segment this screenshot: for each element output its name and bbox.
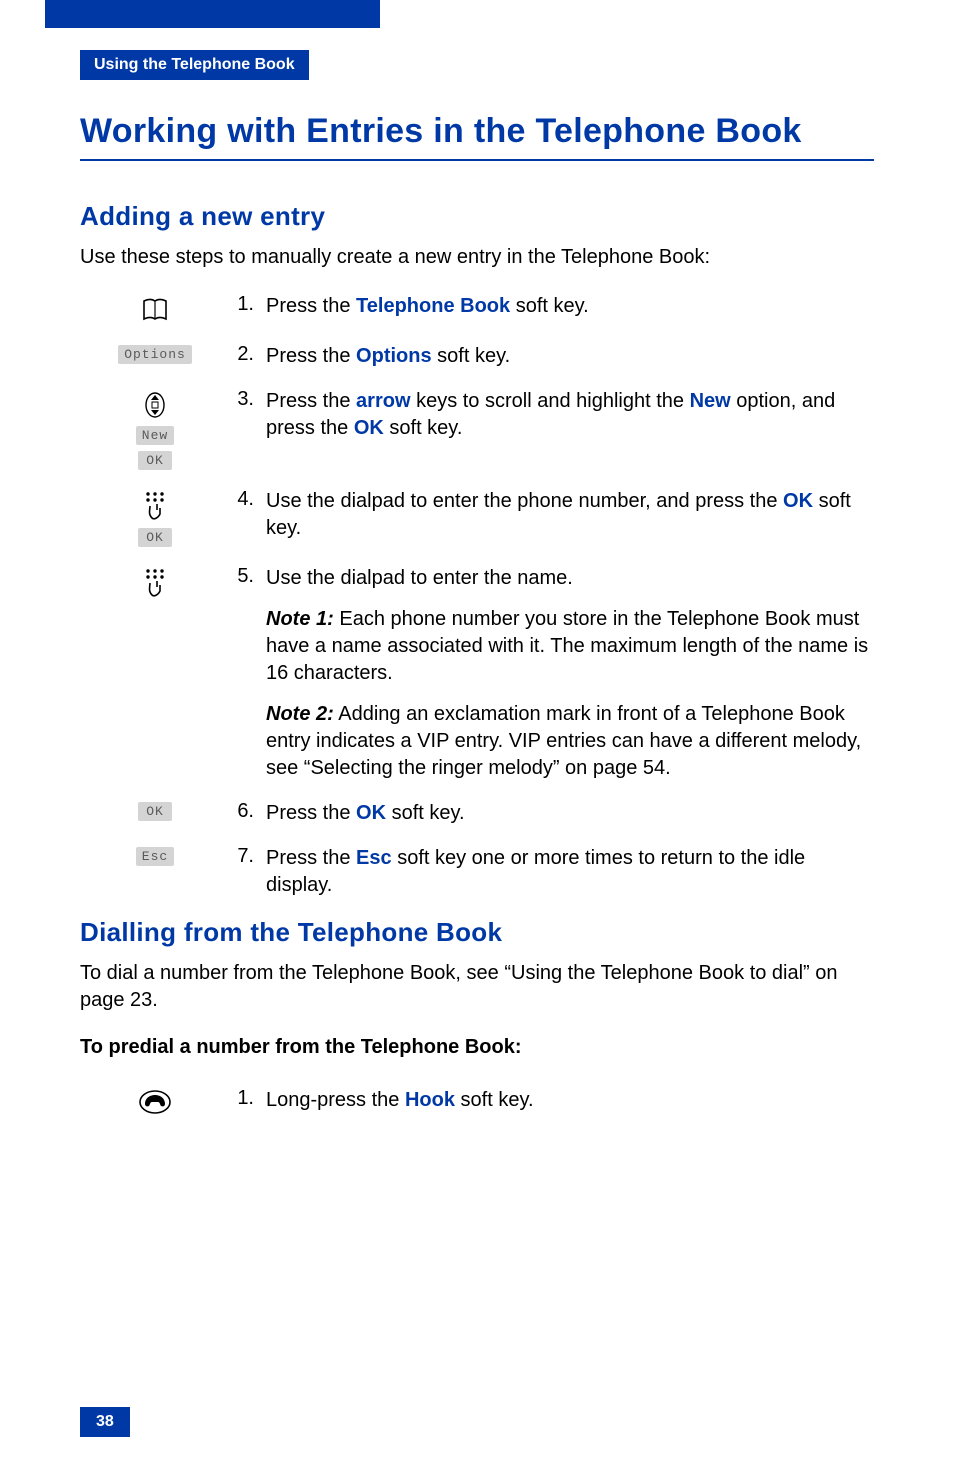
step-row: 1. Press the Telephone Book soft key.: [80, 293, 874, 325]
dialpad-icon: [142, 490, 168, 522]
step-number: 5.: [230, 565, 266, 588]
lcd-label: New: [136, 426, 174, 445]
step-text: Press the Esc soft key one or more times…: [266, 845, 874, 899]
section-tag: Using the Telephone Book: [80, 50, 309, 80]
step-icons: Options: [80, 343, 230, 364]
step-text: Press the Options soft key.: [266, 343, 874, 370]
step-icons: [80, 565, 230, 599]
step-text: Press the Telephone Book soft key.: [266, 293, 874, 320]
step-icons: [80, 1087, 230, 1115]
lcd-label: OK: [138, 802, 172, 821]
step-row: Options 2. Press the Options soft key.: [80, 343, 874, 370]
arrows-icon: [142, 390, 168, 420]
step-text: Use the dialpad to enter the phone numbe…: [266, 488, 874, 542]
lcd-label: Options: [118, 345, 192, 364]
section-heading-dial: Dialling from the Telephone Book: [80, 917, 874, 948]
dialpad-icon: [142, 567, 168, 599]
lcd-label: OK: [138, 528, 172, 547]
section-intro: Use these steps to manually create a new…: [80, 244, 874, 271]
step-number: 1.: [230, 1087, 266, 1110]
page-content: Using the Telephone Book Working with En…: [0, 0, 954, 1115]
step-row: OK 6. Press the OK soft key.: [80, 800, 874, 827]
step-number: 1.: [230, 293, 266, 316]
section-intro-2: To dial a number from the Telephone Book…: [80, 960, 874, 1014]
lcd-label: OK: [138, 451, 172, 470]
step-text: Long-press the Hook soft key.: [266, 1087, 874, 1114]
section-heading-add: Adding a new entry: [80, 201, 874, 232]
top-accent-bar: [45, 0, 380, 28]
step-row: OK 4. Use the dialpad to enter the phone…: [80, 488, 874, 547]
step-row: New OK 3. Press the arrow keys to scroll …: [80, 388, 874, 470]
book-icon: [140, 295, 170, 325]
hook-icon: [138, 1089, 172, 1115]
step-text: Use the dialpad to enter the name.Note 1…: [266, 565, 874, 782]
step-icons: Esc: [80, 845, 230, 866]
step-number: 7.: [230, 845, 266, 868]
step-row: 5. Use the dialpad to enter the name.Not…: [80, 565, 874, 782]
step-text: Press the OK soft key.: [266, 800, 874, 827]
step-icons: [80, 293, 230, 325]
step-icons: OK: [80, 488, 230, 547]
steps-list-2: 1. Long-press the Hook soft key.: [80, 1087, 874, 1115]
steps-list-1: 1. Press the Telephone Book soft key. Op…: [80, 293, 874, 899]
step-number: 3.: [230, 388, 266, 411]
step-row: 1. Long-press the Hook soft key.: [80, 1087, 874, 1115]
step-text: Press the arrow keys to scroll and highl…: [266, 388, 874, 442]
page-title: Working with Entries in the Telephone Bo…: [80, 110, 874, 161]
page-number: 38: [80, 1407, 130, 1437]
step-number: 2.: [230, 343, 266, 366]
step-row: Esc 7. Press the Esc soft key one or mor…: [80, 845, 874, 899]
lcd-label: Esc: [136, 847, 174, 866]
step-number: 4.: [230, 488, 266, 511]
step-icons: New OK: [80, 388, 230, 470]
step-number: 6.: [230, 800, 266, 823]
sub-heading: To predial a number from the Telephone B…: [80, 1036, 874, 1059]
step-icons: OK: [80, 800, 230, 821]
